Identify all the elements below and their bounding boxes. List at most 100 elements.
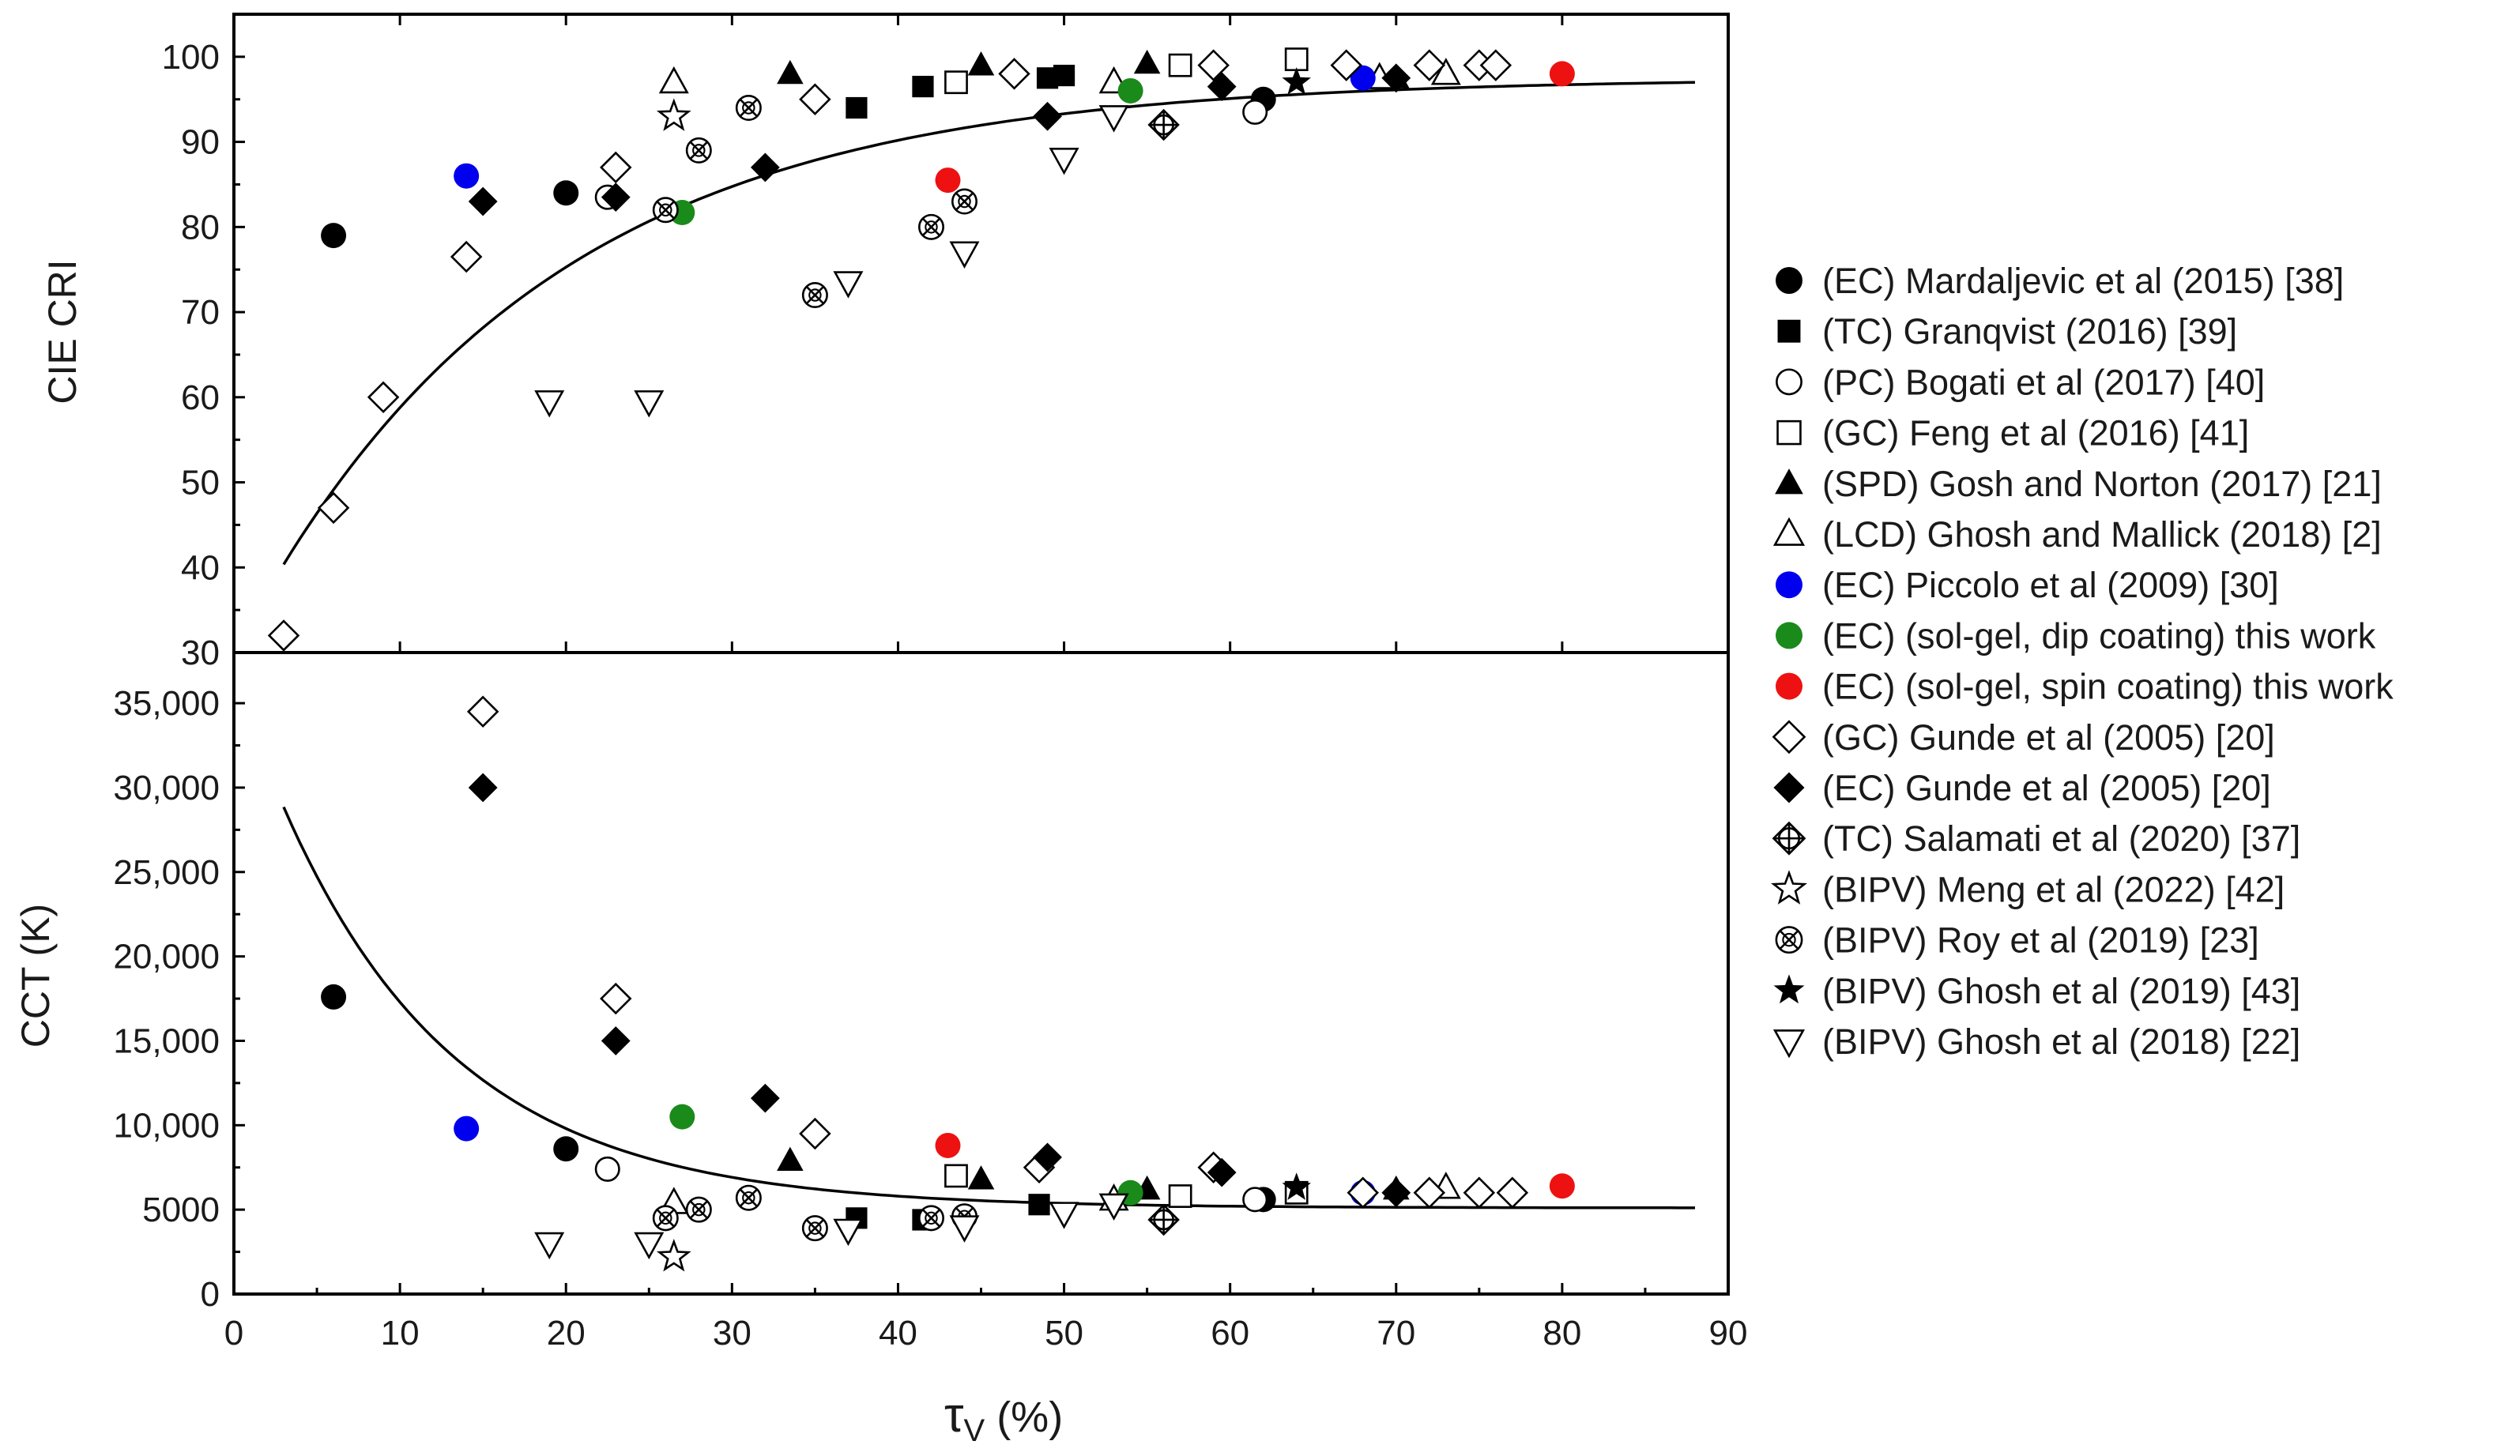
data-point-cri-series-4 — [777, 59, 804, 85]
data-point-cri-series-9 — [267, 619, 300, 652]
data-point-cct-series-13 — [685, 1196, 712, 1223]
data-point-cct-series-3 — [1168, 1184, 1192, 1208]
data-point-cri-series-5 — [1430, 58, 1461, 85]
x-tick-label: 50 — [1045, 1314, 1083, 1353]
data-point-cri-series-13 — [801, 282, 828, 309]
legend-marker-15 — [1772, 1029, 1806, 1059]
data-point-cct-series-9 — [1347, 1176, 1379, 1210]
x-tick-label: 40 — [879, 1314, 917, 1353]
data-point-cri-series-15 — [534, 390, 565, 418]
x-axis-label-subscript: V — [964, 1413, 985, 1448]
data-point-cct-series-10 — [1207, 1157, 1237, 1187]
data-point-cct-series-9 — [600, 982, 632, 1015]
data-point-cct-series-7 — [669, 1104, 695, 1130]
data-point-cri-series-13 — [685, 137, 712, 164]
x-tick-label: 20 — [547, 1314, 586, 1353]
data-point-cct-series-4 — [777, 1146, 804, 1171]
x-tick-label: 0 — [224, 1314, 243, 1353]
data-point-cct-series-10 — [1033, 1142, 1062, 1172]
data-point-cct-series-10 — [1381, 1178, 1411, 1208]
legend-marker-9 — [1772, 720, 1806, 754]
legend-marker-8 — [1776, 672, 1802, 700]
y-tick-label: 35,000 — [113, 684, 220, 723]
data-point-cct-series-15 — [833, 1218, 864, 1247]
data-point-cct-series-9 — [1496, 1176, 1529, 1210]
legend-label: (EC) (sol-gel, dip coating) this work — [1822, 615, 2376, 656]
data-point-cri-series-15 — [949, 241, 980, 269]
y-tick-label: 40 — [181, 548, 220, 587]
data-point-cri-series-11 — [1147, 108, 1180, 141]
data-point-cct-series-10 — [750, 1083, 780, 1113]
data-point-cri-series-15 — [634, 390, 665, 418]
y-axis-label-cct: CCT (K) — [13, 904, 58, 1048]
data-point-cri-series-8 — [935, 167, 961, 194]
y-tick-label: 5000 — [142, 1191, 220, 1229]
legend-marker-7 — [1776, 622, 1802, 649]
data-point-cri-series-8 — [1549, 61, 1575, 87]
legend-marker-2 — [1776, 368, 1802, 396]
legend-label: (TC) Granqvist (2016) [39] — [1822, 311, 2237, 352]
legend-marker-1 — [1777, 319, 1801, 343]
y-tick-label: 50 — [181, 464, 220, 502]
data-point-cct-series-2 — [594, 1156, 620, 1182]
data-point-cri-series-9 — [1413, 49, 1446, 81]
data-point-cct-series-9 — [1463, 1176, 1496, 1210]
data-point-cri-series-10 — [1207, 72, 1237, 101]
legend-marker-4 — [1775, 468, 1803, 495]
data-point-cct-series-15 — [1098, 1193, 1129, 1221]
data-point-cri-series-1 — [912, 75, 934, 98]
data-point-cri-series-13 — [917, 213, 944, 240]
data-point-cri-series-13 — [951, 188, 977, 215]
data-point-cct-series-13 — [801, 1215, 828, 1242]
data-point-cct-series-9 — [1413, 1176, 1446, 1210]
data-point-cri-series-9 — [317, 491, 350, 525]
data-point-cri-series-9 — [367, 381, 400, 414]
legend-marker-11 — [1772, 821, 1806, 856]
x-axis-label-unit: (%) — [985, 1394, 1063, 1441]
y-tick-label: 90 — [181, 123, 220, 162]
data-point-cct-series-2 — [1242, 1187, 1268, 1213]
data-point-cri-series-14 — [1282, 67, 1311, 95]
data-point-cri-series-3 — [944, 70, 968, 95]
data-point-cri-series-15 — [1049, 148, 1079, 175]
data-point-cri-series-7 — [1117, 77, 1143, 103]
legend-label: (BIPV) Ghosh et al (2019) [43] — [1822, 971, 2300, 1011]
data-point-cri-series-9 — [1330, 49, 1362, 81]
y-tick-label: 0 — [201, 1275, 220, 1314]
data-point-cri-series-10 — [1033, 101, 1062, 131]
data-point-cct-series-13 — [917, 1205, 944, 1232]
data-point-cct-series-0 — [553, 1136, 579, 1162]
data-point-cri-series-2 — [1242, 99, 1268, 125]
legend-label: (BIPV) Ghosh et al (2018) [22] — [1822, 1021, 2300, 1062]
data-point-cri-series-6 — [1350, 65, 1376, 91]
legend-label: (GC) Gunde et al (2005) [20] — [1822, 717, 2275, 758]
y-tick-label: 10,000 — [113, 1106, 220, 1145]
fit-curve-cri — [282, 81, 1696, 566]
y-tick-label: 20,000 — [113, 938, 220, 976]
x-tick-label: 10 — [381, 1314, 420, 1353]
x-tick-label: 30 — [713, 1314, 751, 1353]
legend-marker-3 — [1776, 419, 1802, 446]
legend-label: (EC) Piccolo et al (2009) [30] — [1822, 565, 2279, 605]
data-point-cct-series-15 — [949, 1215, 980, 1243]
legend-label: (LCD) Ghosh and Mallick (2018) [2] — [1822, 514, 2382, 555]
data-point-cri-series-0 — [321, 223, 347, 249]
x-tick-label: 90 — [1709, 1314, 1748, 1353]
data-point-cct-series-15 — [534, 1232, 565, 1260]
data-point-cri-series-10 — [750, 152, 780, 182]
data-points — [267, 47, 1575, 1272]
y-tick-label: 15,000 — [113, 1021, 220, 1060]
data-point-cri-series-1 — [846, 96, 868, 119]
data-point-cri-series-3 — [1168, 53, 1192, 77]
data-point-cct-series-11 — [1147, 1203, 1180, 1236]
data-point-cri-series-5 — [658, 66, 689, 94]
legend-label: (BIPV) Roy et al (2019) [23] — [1822, 920, 2259, 961]
data-point-cri-series-9 — [1479, 49, 1512, 81]
data-point-cct-series-15 — [634, 1232, 665, 1260]
data-point-cri-series-9 — [1197, 49, 1230, 81]
data-point-cct-series-13 — [652, 1205, 679, 1232]
legend-marker-0 — [1776, 267, 1802, 294]
legend-marker-5 — [1772, 517, 1806, 546]
data-point-cri-series-15 — [1098, 105, 1129, 133]
